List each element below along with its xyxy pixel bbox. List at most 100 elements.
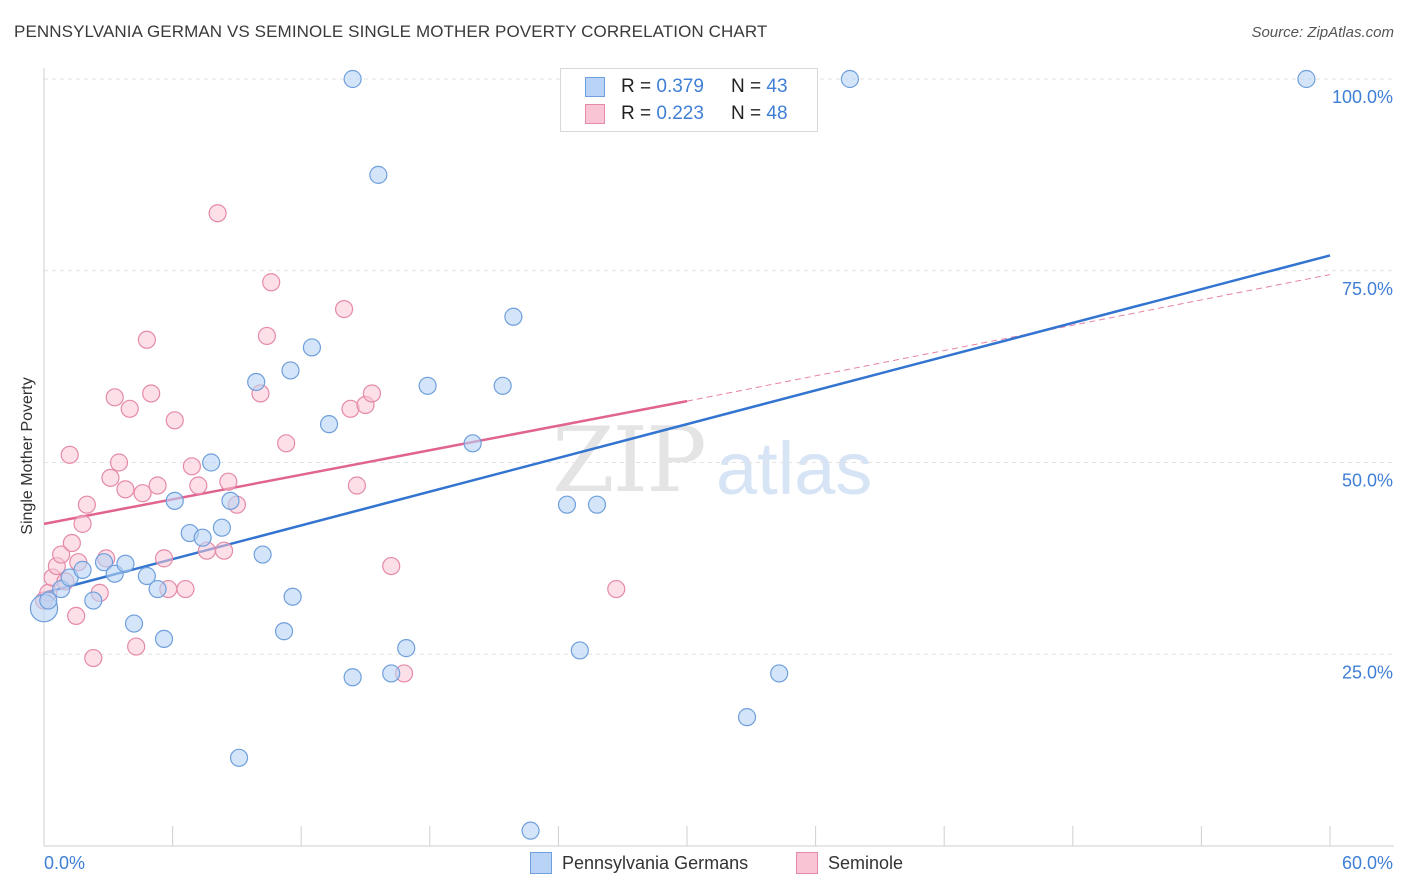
seminole-point [127, 637, 146, 656]
legend-swatch-pink [585, 104, 605, 124]
pennsylvania-germans-point [84, 591, 103, 610]
pennsylvania-germans-point [165, 491, 184, 510]
pennsylvania-germans-point [221, 491, 240, 510]
legend-n-label: N = [731, 76, 767, 97]
seminole-point [60, 445, 79, 464]
pennsylvania-germans-point [193, 528, 212, 547]
seminole-point [334, 300, 354, 319]
pennsylvania-germans-point [229, 748, 249, 767]
seminole-point [257, 326, 277, 346]
seminole-point [148, 476, 167, 495]
pennsylvania-germans-point [521, 821, 540, 840]
pennsylvania-germans-point [418, 376, 437, 395]
seminole-point [341, 399, 360, 418]
gridlines [44, 78, 1394, 655]
pennsylvania-germans-point [557, 495, 577, 514]
bottom-legend-swatch-pink [796, 852, 818, 874]
seminole-point [214, 541, 234, 560]
bottom-legend-swatch-blue [530, 852, 552, 874]
seminole-point [219, 472, 238, 491]
legend-n-value: 48 [766, 103, 788, 124]
pennsylvania-germans-point [202, 453, 221, 472]
pennsylvania-germans-point [137, 566, 156, 586]
axes [43, 68, 1394, 847]
seminole-point [109, 453, 129, 472]
seminole-point [116, 480, 135, 499]
seminole-point [62, 533, 81, 553]
pennsylvania-germans-point [274, 622, 294, 641]
legend-r-value: 0.223 [656, 103, 704, 124]
pennsylvania-germans-point [247, 372, 266, 392]
seminole-point [189, 476, 208, 495]
correlation-legend: R = 0.379 N = 43 R = 0.223 N = 48 [560, 68, 818, 132]
pennsylvania-germans-point [73, 560, 92, 579]
seminole-point [133, 484, 152, 503]
y-tick-label: 75.0% [1342, 279, 1393, 299]
pennsylvania-germans-point [281, 361, 300, 380]
seminole-point [262, 273, 281, 292]
seminole-point [137, 330, 156, 349]
seminole-point [382, 556, 401, 576]
seminole-point [165, 411, 184, 430]
pennsylvania-germans-point [39, 591, 58, 610]
seminole-trend-extension [686, 274, 1331, 402]
seminole-point [607, 579, 626, 599]
seminole-point [154, 549, 174, 568]
seminole-point [101, 468, 120, 487]
pennsylvania-germans-point [319, 415, 339, 434]
seminole-point [52, 545, 71, 564]
pennsylvania-germans-point [94, 553, 114, 572]
y-tick-label: 50.0% [1342, 471, 1393, 491]
pennsylvania-germans-point [116, 554, 135, 573]
legend-r-label: R = [621, 76, 657, 97]
bottom-legend-label: Pennsylvania Germans [562, 852, 749, 873]
pennsylvania-germans-point [212, 518, 231, 537]
seminole-point [105, 388, 124, 407]
legend-r-value: 0.379 [656, 76, 704, 97]
seminole-point [120, 399, 139, 418]
pennsylvania-germans-point [148, 579, 167, 599]
bottom-legend-seminole: Seminole [796, 852, 903, 874]
pennsylvania-germans-point [770, 664, 789, 683]
seminole-point [362, 384, 382, 403]
chart-title: PENNSYLVANIA GERMAN VS SEMINOLE SINGLE M… [14, 22, 768, 41]
pennsylvania-germans-point [840, 69, 859, 89]
pennsylvania-germans-point [1297, 69, 1316, 89]
pennsylvania-germans-point [397, 639, 416, 658]
seminole-point [67, 606, 86, 626]
x-tick-label-min: 0.0% [44, 853, 85, 873]
seminole-point [84, 648, 103, 668]
seminole-trend-line [43, 399, 688, 526]
seminole-point [73, 514, 92, 533]
pennsylvania-germans-point [343, 668, 362, 687]
pennsylvania-germans-point [463, 434, 482, 453]
legend-swatch-blue [585, 77, 605, 97]
seminole-points [34, 204, 626, 683]
legend-r-label: R = [621, 103, 657, 124]
seminole-point [182, 457, 201, 476]
pennsylvania-germans-point [154, 629, 174, 649]
seminole-point [142, 384, 161, 403]
pennsylvania-germans-point [504, 307, 523, 326]
pennsylvania-germans-point [369, 165, 388, 184]
pennsylvania-germans-point [283, 587, 302, 606]
pennsylvania-germans-point [737, 708, 757, 727]
seminole-point [277, 434, 296, 453]
pennsylvania-germans-point [570, 641, 589, 660]
pennsylvania-germans-point [493, 376, 512, 395]
pennsylvania-germans-point [124, 614, 144, 633]
legend-n-value: 43 [766, 76, 788, 97]
legend-n-label: N = [731, 103, 767, 124]
pennsylvania-germans-point [302, 338, 322, 357]
pennsylvania-germans-point [253, 545, 272, 564]
bottom-legend-label: Seminole [828, 852, 904, 873]
seminole-point [176, 579, 195, 599]
pennsylvania-germans-trend-line [43, 254, 1331, 595]
source-label: Source: ZipAtlas.com [1251, 24, 1394, 41]
pennsylvania-germans-point [587, 495, 607, 514]
seminole-point [347, 476, 367, 495]
pennsylvania-germans-point [343, 69, 362, 89]
tick-labels: 25.0% 50.0% 75.0% 100.0% 0.0% 60.0% [44, 87, 1393, 873]
pennsylvania-germans-point [382, 664, 401, 683]
